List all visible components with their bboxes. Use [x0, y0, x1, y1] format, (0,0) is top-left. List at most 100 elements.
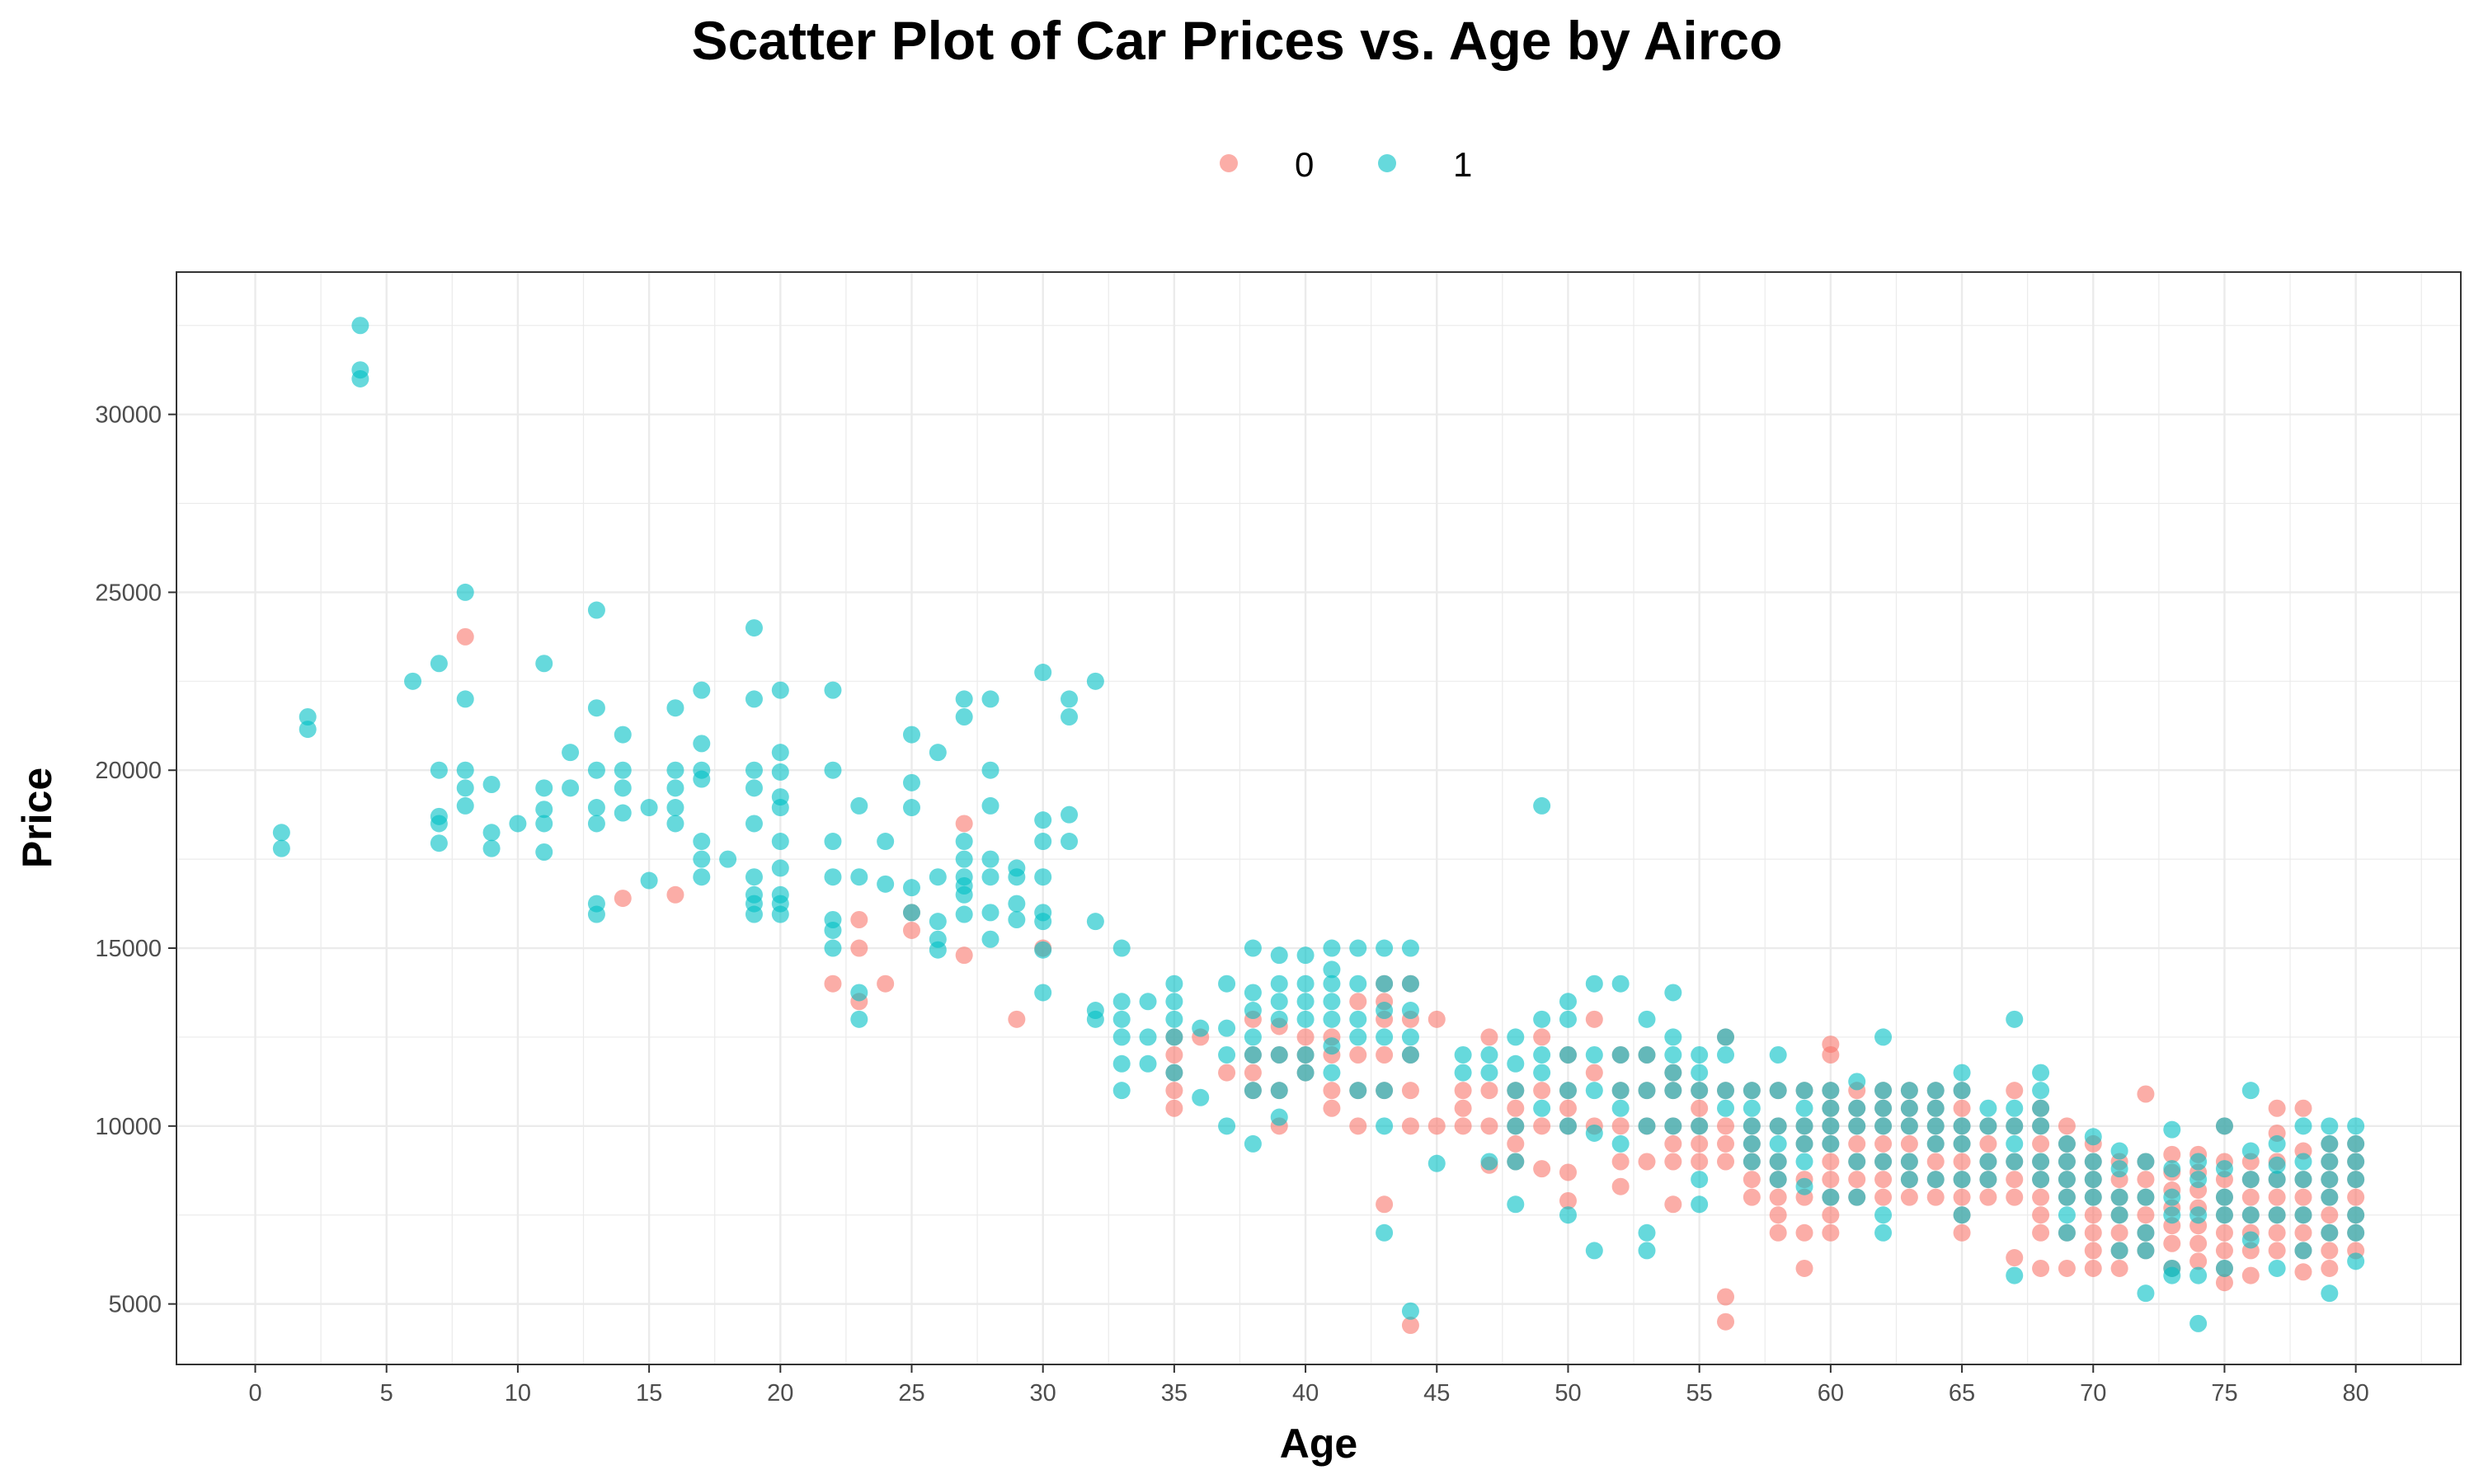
data-point-series-0: [2058, 1259, 2076, 1277]
data-point-series-1: [1769, 1117, 1787, 1135]
data-point-series-1: [1349, 974, 1367, 993]
data-point-series-1: [2137, 1284, 2155, 1303]
data-point-series-1: [1323, 1037, 1341, 1055]
data-point-series-1: [1296, 1010, 1315, 1028]
data-point-series-1: [1349, 1010, 1367, 1028]
data-point-series-1: [2163, 1266, 2181, 1284]
data-point-series-0: [1664, 1153, 1682, 1171]
data-point-series-1: [1376, 1028, 1394, 1046]
data-point-series-0: [2215, 1242, 2233, 1260]
data-point-series-0: [1848, 1134, 1866, 1153]
data-point-series-0: [2321, 1242, 2339, 1260]
data-point-series-1: [1244, 984, 1262, 1002]
data-point-series-0: [1822, 1223, 1840, 1242]
data-point-series-0: [1953, 1188, 1971, 1206]
data-point-series-1: [2347, 1206, 2365, 1224]
data-point-series-0: [1427, 1010, 1446, 1028]
data-point-series-0: [1953, 1153, 1971, 1171]
data-point-series-1: [2084, 1171, 2102, 1189]
data-point-series-0: [1244, 1064, 1262, 1082]
data-point-series-1: [2137, 1153, 2155, 1171]
data-point-series-1: [509, 815, 527, 833]
data-point-series-1: [2268, 1134, 2286, 1153]
y-tick-label: 30000: [95, 402, 162, 429]
data-point-series-1: [2110, 1242, 2128, 1260]
data-point-series-1: [351, 317, 369, 335]
data-point-series-1: [2241, 1142, 2260, 1160]
data-point-series-0: [1480, 1117, 1498, 1135]
x-tick-label: 80: [2343, 1380, 2369, 1407]
data-point-series-1: [824, 761, 842, 779]
data-point-series-1: [1192, 1019, 1210, 1037]
x-tick-label: 40: [1292, 1380, 1319, 1407]
data-point-series-1: [2006, 1134, 2024, 1153]
data-point-series-1: [2137, 1188, 2155, 1206]
data-point-series-0: [2163, 1145, 2181, 1163]
data-point-series-1: [2032, 1171, 2050, 1189]
data-point-series-1: [2241, 1082, 2260, 1100]
data-point-series-1: [1139, 993, 1157, 1011]
data-point-series-1: [1139, 1028, 1157, 1046]
data-point-series-1: [981, 690, 999, 708]
y-tick-label: 20000: [95, 758, 162, 784]
data-point-series-1: [1743, 1117, 1761, 1135]
data-point-series-0: [1795, 1223, 1813, 1242]
data-point-series-1: [1979, 1117, 1997, 1135]
data-point-series-1: [2110, 1160, 2128, 1178]
data-point-series-0: [2110, 1259, 2128, 1277]
data-point-series-1: [2058, 1171, 2076, 1189]
data-point-series-0: [1349, 1046, 1367, 1064]
data-point-series-1: [955, 707, 973, 726]
data-point-series-1: [1559, 1010, 1577, 1028]
data-point-series-1: [2189, 1171, 2208, 1189]
data-point-series-1: [1926, 1117, 1945, 1135]
data-point-series-1: [535, 655, 553, 673]
data-point-series-1: [1559, 1082, 1577, 1100]
data-point-series-1: [1112, 1082, 1131, 1100]
y-tick-label: 10000: [95, 1114, 162, 1140]
data-point-series-1: [2189, 1206, 2208, 1224]
data-point-series-0: [1874, 1134, 1893, 1153]
data-point-series-1: [1323, 993, 1341, 1011]
data-point-series-0: [902, 921, 920, 939]
data-point-series-1: [1769, 1134, 1787, 1153]
data-point-series-1: [430, 815, 448, 833]
data-point-series-1: [482, 824, 501, 842]
data-point-series-1: [981, 904, 999, 922]
data-point-series-1: [902, 726, 920, 744]
data-point-series-0: [2032, 1259, 2050, 1277]
data-point-series-1: [1165, 974, 1183, 993]
data-point-series-1: [2215, 1188, 2233, 1206]
data-point-series-1: [1244, 1082, 1262, 1100]
data-point-series-0: [1480, 1028, 1498, 1046]
data-point-series-1: [1822, 1134, 1840, 1153]
data-point-series-1: [430, 761, 448, 779]
data-point-series-1: [1559, 1206, 1577, 1224]
data-point-series-1: [955, 833, 973, 851]
data-point-series-1: [272, 824, 290, 842]
data-point-series-1: [1507, 1117, 1525, 1135]
data-point-series-1: [2137, 1223, 2155, 1242]
data-point-series-1: [1848, 1099, 1866, 1117]
data-point-series-1: [693, 735, 711, 753]
data-point-series-1: [2294, 1153, 2312, 1171]
data-point-series-0: [2163, 1234, 2181, 1252]
data-point-series-1: [2058, 1223, 2076, 1242]
data-point-series-1: [1034, 833, 1052, 851]
data-point-series-1: [902, 773, 920, 791]
data-point-series-1: [2294, 1242, 2312, 1260]
data-point-series-1: [1296, 993, 1315, 1011]
data-point-series-0: [1900, 1134, 1918, 1153]
data-point-series-1: [1585, 1046, 1603, 1064]
data-point-series-1: [1769, 1046, 1787, 1064]
plot-panel: [176, 272, 2461, 1364]
data-point-series-0: [2321, 1206, 2339, 1224]
data-point-series-1: [2347, 1117, 2365, 1135]
data-point-series-1: [1769, 1171, 1787, 1189]
data-point-series-0: [824, 974, 842, 993]
data-point-series-1: [1926, 1099, 1945, 1117]
data-point-series-1: [2084, 1188, 2102, 1206]
x-tick-label: 20: [767, 1380, 793, 1407]
data-point-series-1: [1270, 1108, 1288, 1126]
data-point-series-1: [1795, 1134, 1813, 1153]
